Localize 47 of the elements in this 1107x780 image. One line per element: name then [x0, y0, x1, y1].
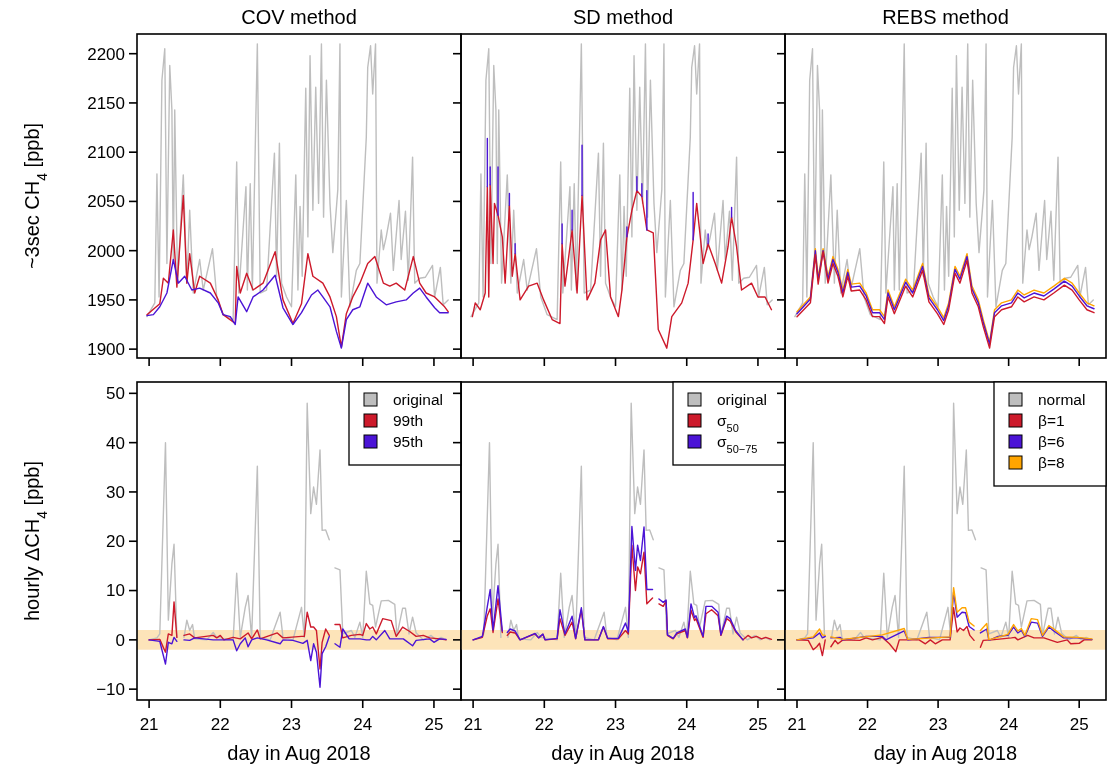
x-tick-label: 25: [424, 715, 444, 734]
y-tick-label: 2200: [87, 44, 125, 64]
legend-label: 95th: [393, 433, 424, 451]
x-tick-label: 23: [282, 715, 301, 734]
y-tick-label: 1900: [87, 340, 125, 360]
y-tick-label: 2000: [87, 241, 125, 261]
y-tick-label: 50: [106, 384, 125, 404]
legend-label: β=6: [1038, 433, 1065, 451]
x-axis-title: day in Aug 2018: [227, 742, 371, 764]
x-tick-label: 23: [606, 715, 625, 734]
legend-label: 99th: [393, 412, 424, 430]
line-series: [146, 258, 449, 349]
x-tick-label: 22: [858, 715, 877, 734]
x-tick-label: 23: [928, 715, 948, 734]
x-tick-label: 25: [748, 715, 768, 734]
y-tick-label: 30: [106, 482, 125, 502]
y-tick-label: 10: [106, 581, 125, 601]
x-tick-label: 21: [787, 715, 807, 734]
legend-label: normal: [1038, 391, 1086, 409]
line-series: [146, 43, 449, 321]
x-tick-label: 24: [677, 715, 697, 734]
x-tick-label: 24: [999, 715, 1019, 734]
x-tick-label: 21: [139, 715, 159, 734]
chart-title: REBS method: [882, 6, 1009, 28]
chart-title: COV method: [241, 6, 357, 28]
y-tick-label: −10: [96, 680, 125, 700]
legend-label: original: [393, 391, 443, 409]
x-tick-label: 21: [463, 715, 483, 734]
y-tick-label: 1950: [87, 290, 125, 310]
legend-label: σ$_{50}$: [717, 412, 739, 435]
x-axis-title: day in Aug 2018: [873, 742, 1018, 764]
x-tick-label: 25: [1069, 715, 1089, 734]
chart-title: SD method: [572, 6, 674, 28]
x-tick-label: 24: [353, 715, 373, 734]
legend-label: original: [717, 391, 767, 409]
x-tick-label: 22: [534, 715, 554, 734]
legend-label: β=8: [1038, 454, 1065, 472]
y-tick-label: 2050: [87, 192, 125, 212]
y-tick-label: 2150: [87, 93, 125, 113]
y-tick-label: 40: [106, 433, 125, 453]
x-axis-title: day in Aug 2018: [551, 742, 695, 764]
x-tick-label: 22: [210, 715, 230, 734]
y-tick-label: 20: [106, 532, 125, 552]
legend-label: β=1: [1038, 412, 1065, 430]
y-tick-label: 0: [115, 630, 125, 650]
legend-label: σ$_{50−75}$: [717, 433, 758, 456]
y-tick-label: 2100: [87, 143, 125, 163]
